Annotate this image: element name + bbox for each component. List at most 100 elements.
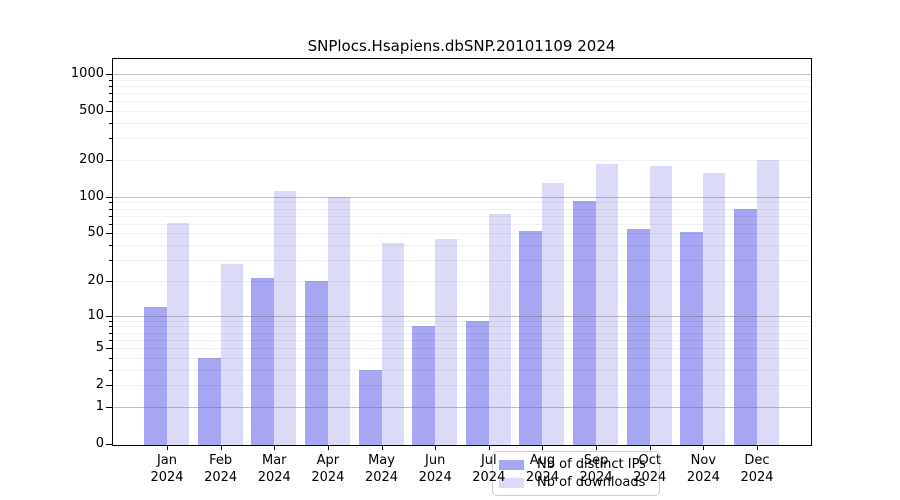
gridline-minor — [113, 260, 811, 262]
y-tick-label: 1 — [95, 398, 104, 414]
gridline-minor — [113, 85, 811, 87]
gridlines-layer — [113, 59, 811, 445]
legend-item-distinct-ips: Nb of distinct IPs — [499, 457, 651, 472]
gridline-minor — [113, 326, 811, 328]
chart-title: SNPlocs.Hsapiens.dbSNP.20101109 2024 — [307, 37, 616, 55]
legend-swatch-distinct-ips-icon — [499, 459, 524, 470]
y-tick-label: 1000 — [70, 66, 104, 82]
x-tick-mark — [274, 445, 276, 450]
bar-nb-of-distinct-ips-jul — [465, 320, 489, 445]
y-tick-mark-minor — [109, 326, 112, 328]
y-tick-mark-minor — [109, 202, 112, 204]
y-tick-mark-minor — [109, 123, 112, 125]
y-tick-label: 2 — [95, 377, 104, 393]
y-tick-mark — [106, 385, 112, 387]
y-tick-mark — [106, 111, 112, 113]
bar-nb-of-downloads-may — [381, 242, 404, 445]
gridline-minor — [113, 332, 811, 334]
y-tick-mark — [106, 196, 112, 198]
x-tick-label-aug: Aug 2024 — [525, 453, 559, 485]
x-tick-mark — [327, 445, 329, 450]
y-tick-mark-minor — [109, 357, 112, 359]
bar-nb-of-downloads-nov — [703, 172, 726, 445]
legend-item-downloads: Nb of downloads — [499, 475, 651, 490]
y-tick-mark-minor — [109, 215, 112, 217]
bar-nb-of-distinct-ips-dec — [734, 209, 757, 445]
bar-nb-of-distinct-ips-feb — [197, 357, 221, 445]
x-tick-label-oct: Oct 2024 — [633, 453, 667, 485]
y-tick-mark — [106, 233, 112, 235]
gridline-major — [113, 196, 811, 198]
bar-nb-of-downloads-jun — [435, 238, 458, 445]
bar-nb-of-distinct-ips-nov — [680, 232, 704, 445]
gridline-minor — [113, 79, 811, 81]
x-tick-label-dec: Dec 2024 — [740, 453, 774, 485]
x-tick-mark — [596, 445, 598, 450]
y-tick-label: 0 — [95, 436, 104, 451]
x-tick-mark — [703, 445, 705, 450]
bar-nb-of-downloads-aug — [542, 182, 565, 445]
y-tick-label: 200 — [79, 152, 104, 168]
bar-nb-of-distinct-ips-oct — [626, 229, 650, 445]
gridline-minor — [113, 223, 811, 225]
bar-nb-of-downloads-dec — [757, 160, 779, 445]
gridline-minor — [113, 111, 811, 113]
y-tick-mark-minor — [109, 223, 112, 225]
gridline-minor — [113, 320, 811, 322]
bar-nb-of-downloads-oct — [649, 165, 672, 445]
y-tick-mark — [106, 406, 112, 408]
y-tick-mark — [106, 315, 112, 317]
y-tick-mark-minor — [109, 332, 112, 334]
x-tick-mark — [381, 445, 383, 450]
gridline-major — [113, 74, 811, 76]
y-tick-mark-minor — [109, 260, 112, 262]
legend-swatch-downloads-icon — [499, 477, 524, 488]
bar-nb-of-distinct-ips-sep — [573, 200, 597, 445]
x-tick-mark — [220, 445, 222, 450]
gridline-minor — [113, 339, 811, 341]
legend-label-downloads: Nb of downloads — [537, 475, 646, 490]
bar-nb-of-downloads-jan — [167, 222, 189, 445]
gridline-minor — [113, 385, 811, 387]
x-tick-mark — [757, 445, 758, 450]
y-tick-mark-minor — [109, 79, 112, 81]
bar-nb-of-distinct-ips-mar — [251, 278, 275, 445]
gridline-minor — [113, 93, 811, 95]
y-tick-mark-minor — [109, 320, 112, 322]
y-tick-label: 100 — [79, 188, 104, 204]
x-tick-label-may: May 2024 — [364, 453, 399, 485]
x-tick-label-jul: Jul 2024 — [472, 453, 506, 485]
y-tick-mark-minor — [109, 208, 112, 210]
y-tick-mark — [106, 280, 112, 282]
y-tick-mark-minor — [109, 93, 112, 95]
bar-nb-of-distinct-ips-jan — [144, 306, 167, 445]
y-tick-mark — [106, 348, 112, 350]
y-tick-mark-minor — [109, 339, 112, 341]
bar-nb-of-downloads-sep — [596, 163, 619, 445]
bar-nb-of-downloads-mar — [274, 190, 297, 445]
y-tick-label: 5 — [95, 340, 104, 356]
y-tick-mark — [106, 160, 112, 162]
bar-nb-of-distinct-ips-aug — [519, 231, 543, 445]
gridline-minor — [113, 348, 811, 350]
x-tick-label-mar: Mar 2024 — [257, 453, 291, 485]
bar-nb-of-distinct-ips-may — [358, 369, 382, 445]
bars-layer — [113, 59, 811, 445]
x-tick-label-jun: Jun 2024 — [418, 453, 452, 485]
bar-nb-of-distinct-ips-jun — [412, 326, 436, 445]
y-tick-mark-minor — [109, 101, 112, 103]
x-tick-label-sep: Sep 2024 — [579, 453, 613, 485]
x-tick-label-jan: Jan 2024 — [150, 453, 184, 485]
y-tick-mark-minor — [109, 138, 112, 140]
gridline-minor — [113, 280, 811, 282]
y-tick-mark — [106, 74, 112, 76]
gridline-major — [113, 406, 811, 408]
gridline-minor — [113, 202, 811, 204]
y-tick-label: 50 — [87, 225, 104, 241]
gridline-minor — [113, 208, 811, 210]
gridline-minor — [113, 123, 811, 125]
plot-area: Nb of distinct IPs Nb of downloads — [112, 58, 812, 496]
y-tick-mark — [106, 444, 112, 445]
y-tick-mark-minor — [109, 369, 112, 371]
